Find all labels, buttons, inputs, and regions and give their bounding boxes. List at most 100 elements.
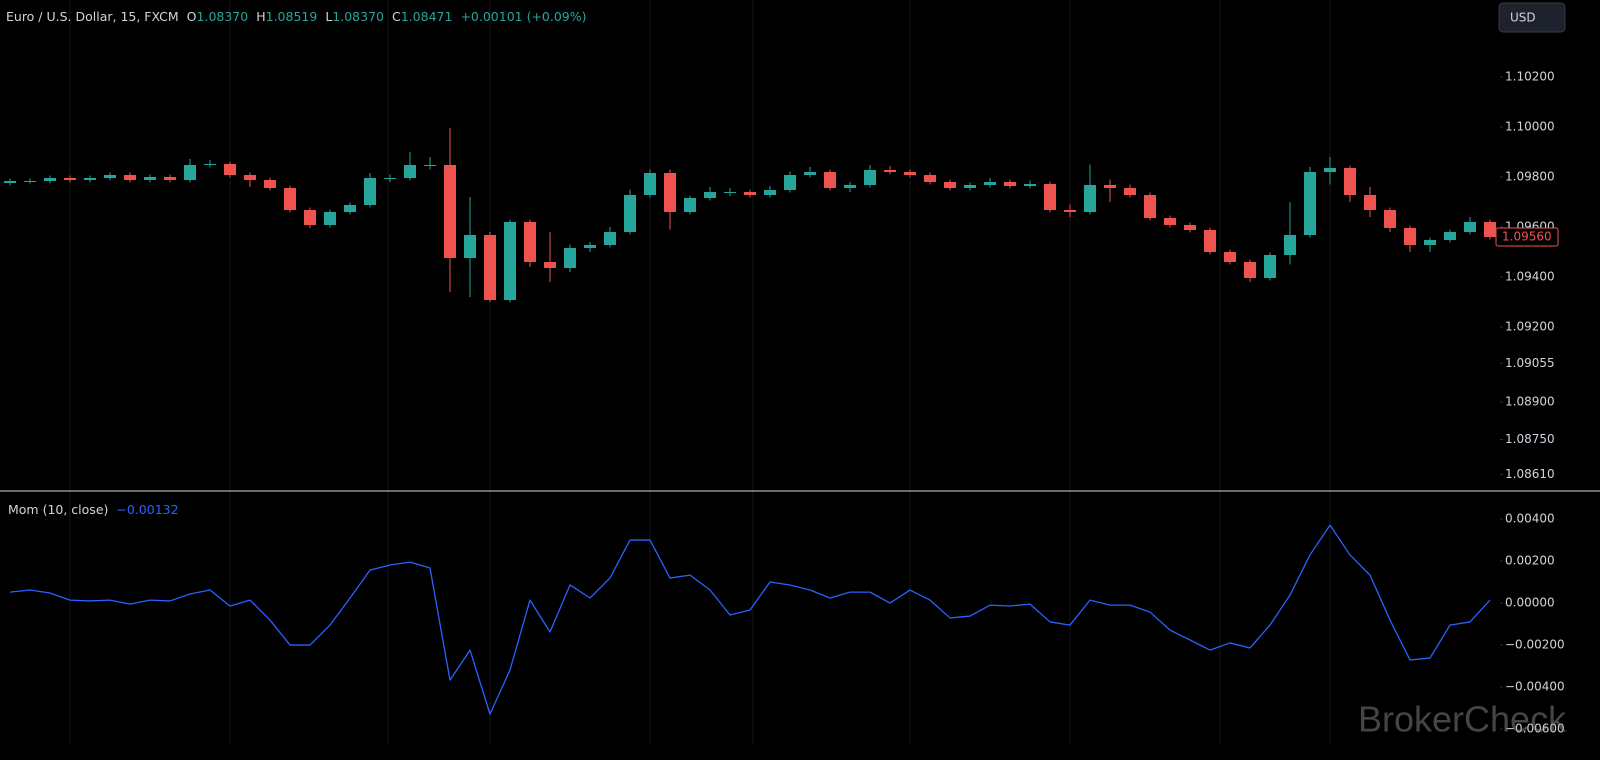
candle-body	[1184, 225, 1196, 230]
candle-body	[824, 172, 836, 188]
candle-body	[624, 195, 636, 232]
candle-body	[944, 182, 956, 188]
candle-body	[164, 177, 176, 180]
candle-body	[884, 170, 896, 172]
candle-body	[1144, 195, 1156, 218]
y-tick-label: −0.00200	[1505, 638, 1565, 652]
candle-body	[544, 262, 556, 268]
candle-body	[584, 245, 596, 248]
candle-body	[1244, 262, 1256, 278]
candle-body	[744, 192, 756, 195]
candle-body	[564, 248, 576, 268]
candle-body	[424, 165, 436, 166]
candle-body	[264, 180, 276, 188]
price-change: +0.00101 (+0.09%)	[460, 9, 586, 24]
candle-body	[184, 165, 196, 180]
y-tick-label: 1.08610	[1505, 467, 1555, 481]
candle-body	[984, 182, 996, 185]
candle-body	[1484, 222, 1496, 237]
candle-body	[1284, 235, 1296, 255]
candle-body	[704, 192, 716, 198]
candle-body	[1404, 228, 1416, 245]
candle-body	[4, 181, 16, 183]
vertical-grid	[69, 0, 1331, 745]
candle-body	[344, 205, 356, 212]
candle-body	[924, 175, 936, 182]
candle-body	[1024, 184, 1036, 186]
candle-body	[1064, 210, 1076, 212]
candle-body	[144, 177, 156, 180]
candle-body	[244, 175, 256, 180]
candle-body	[104, 175, 116, 178]
candle-body	[1104, 185, 1116, 188]
candle-body	[904, 172, 916, 175]
y-tick-label: 0.00000	[1505, 596, 1555, 610]
ohlc-label: L	[325, 9, 332, 24]
indicator-value: −0.00132	[116, 502, 178, 517]
candle-body	[1444, 232, 1456, 240]
legend: Euro / U.S. Dollar, 15, FXCM O1.08370 H1.0…	[6, 9, 587, 24]
ohlc-value: 1.08370	[197, 9, 249, 24]
y-tick-label: 1.09200	[1505, 320, 1555, 334]
ohlc-value: 1.08370	[332, 9, 384, 24]
currency-button[interactable]	[1498, 2, 1566, 33]
candle-body	[284, 188, 296, 210]
candle-body	[384, 178, 396, 179]
candle-body	[1424, 240, 1436, 245]
candle-body	[1344, 168, 1356, 195]
candle-body	[784, 175, 796, 190]
candle-body	[1084, 185, 1096, 212]
candle-body	[24, 181, 36, 182]
candle-body	[1224, 252, 1236, 262]
candle-body	[84, 178, 96, 180]
candle-body	[1384, 210, 1396, 228]
ohlc-label: H	[256, 9, 265, 24]
y-tick-label: 1.09400	[1505, 270, 1555, 284]
indicator-title: Mom (10, close)	[8, 502, 108, 517]
y-tick-label: 0.00200	[1505, 554, 1555, 568]
y-tick-label: −0.00600	[1505, 722, 1565, 736]
ohlc-label: O	[187, 9, 197, 24]
y-tick-label: 1.10000	[1505, 120, 1555, 134]
candle-body	[1204, 230, 1216, 252]
y-tick-label: 0.00400	[1505, 512, 1555, 526]
candle-body	[124, 175, 136, 180]
candle-body	[464, 235, 476, 258]
candle-body	[404, 165, 416, 178]
candle-body	[864, 170, 876, 185]
candle-body	[1124, 188, 1136, 195]
candle-body	[64, 178, 76, 180]
candle-body	[1164, 218, 1176, 225]
candle-body	[204, 164, 216, 165]
momentum-line	[9, 524, 1491, 715]
candle-body	[524, 222, 536, 262]
y-tick-label: 1.08750	[1505, 432, 1555, 446]
candle-body	[1264, 255, 1276, 278]
y-tick-label: 1.08900	[1505, 395, 1555, 409]
candle-body	[1304, 172, 1316, 235]
candle-body	[684, 198, 696, 212]
candle-body	[304, 210, 316, 225]
candle-body	[224, 164, 236, 175]
candle-body	[604, 232, 616, 245]
ohlc-value: 1.08471	[401, 9, 453, 24]
y-tick-label: −0.00400	[1505, 680, 1565, 694]
candle-body	[364, 178, 376, 205]
last-price-label: 1.09560	[1502, 230, 1552, 244]
y-tick-label: 1.09800	[1505, 170, 1555, 184]
candle-body	[1324, 168, 1336, 172]
candle-body	[44, 178, 56, 181]
indicator-legend: Mom (10, close) −0.00132	[8, 502, 179, 517]
candle-body	[1464, 222, 1476, 232]
candle-body	[664, 173, 676, 212]
candle-body	[764, 190, 776, 195]
candle-body	[484, 235, 496, 300]
currency-label[interactable]: USD	[1510, 11, 1536, 25]
watermark: BrokerCheck	[1358, 699, 1567, 740]
ohlc-label: C	[392, 9, 401, 24]
candle-body	[324, 212, 336, 225]
last-price-box	[1495, 227, 1559, 247]
candle-body	[1044, 184, 1056, 210]
candle-body	[964, 185, 976, 188]
